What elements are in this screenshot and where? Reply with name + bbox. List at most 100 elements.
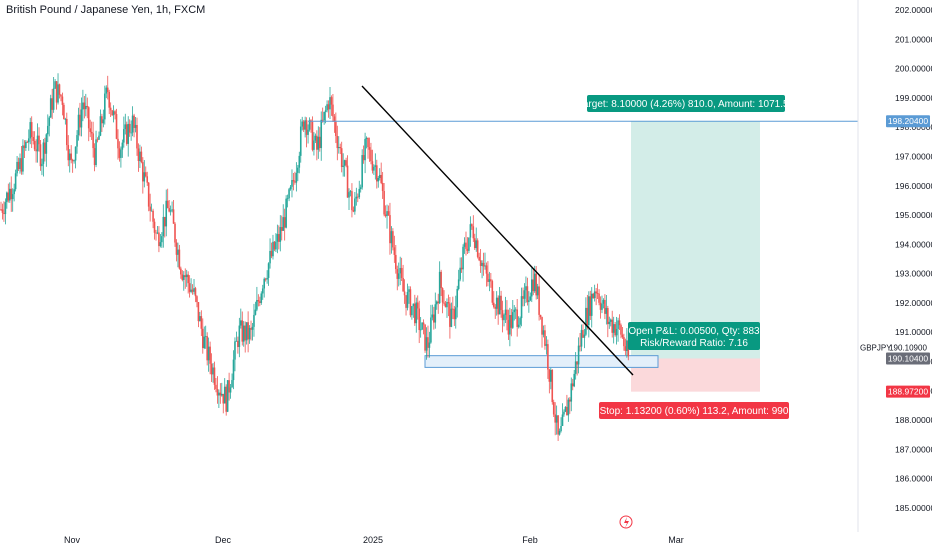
candle-body: [316, 135, 318, 150]
candle-body: [403, 291, 406, 296]
candle-body: [96, 139, 99, 141]
candle-body: [298, 155, 301, 168]
candle-body: [361, 155, 363, 188]
candle-body: [153, 221, 156, 233]
candle-body: [19, 158, 21, 169]
candle-body: [114, 111, 116, 115]
candle-body: [422, 322, 425, 325]
candle-body: [313, 140, 315, 150]
candle-body: [526, 286, 529, 303]
candle-body: [573, 373, 575, 387]
candle-body: [45, 134, 48, 154]
candle-body: [601, 303, 603, 310]
candle-body: [295, 172, 298, 183]
candle-body: [288, 189, 290, 199]
candle-body: [52, 88, 55, 110]
candle-body: [335, 121, 337, 136]
candle-body: [4, 202, 7, 215]
candle-body: [242, 325, 245, 342]
candle-body: [598, 293, 600, 303]
support-zone[interactable]: [424, 355, 659, 368]
candle-body: [482, 262, 485, 267]
candle-body: [440, 271, 442, 289]
candle-body: [142, 162, 144, 182]
candle-body: [22, 145, 24, 172]
candle-body: [136, 124, 138, 149]
candle-body: [583, 334, 586, 338]
candle-body: [402, 277, 404, 292]
candle-body: [25, 141, 27, 149]
candle-body: [112, 111, 115, 116]
candle-body: [513, 309, 516, 313]
candle-body: [539, 314, 542, 318]
candle-body: [561, 414, 564, 427]
candle-body: [481, 262, 483, 266]
candle-body: [377, 178, 380, 182]
symbol-label: GBPJPY: [860, 343, 892, 352]
candle-body: [86, 105, 89, 108]
trendline[interactable]: [361, 85, 634, 376]
candle-body: [530, 279, 533, 297]
candle-body: [621, 334, 624, 338]
candle-body: [424, 324, 426, 351]
candle-body: [381, 182, 384, 192]
candle-body: [624, 346, 627, 351]
candle-body: [250, 327, 252, 330]
candle-body: [259, 301, 261, 303]
candle-body: [383, 191, 385, 215]
x-tick-label: Dec: [215, 535, 232, 545]
candle-body: [292, 180, 295, 182]
candle-body: [71, 159, 74, 162]
candle-body: [563, 411, 565, 415]
candle-body: [175, 242, 178, 255]
candle-body: [283, 217, 286, 228]
candle-body: [121, 142, 124, 150]
candle-body: [411, 306, 413, 316]
candle-body: [165, 200, 168, 227]
candle-body: [276, 234, 279, 242]
candle-body: [178, 249, 181, 269]
candle-body: [497, 297, 499, 315]
candle-body: [582, 330, 584, 338]
candle-body: [95, 139, 97, 166]
candle-body: [270, 250, 273, 257]
stop-label-bg: [599, 402, 789, 419]
candle-body: [623, 337, 625, 347]
candle-body: [79, 114, 81, 128]
candle-body: [149, 206, 151, 211]
candle-body: [479, 260, 482, 266]
candle-body: [431, 314, 434, 318]
candle-body: [430, 317, 432, 343]
y-tick-label: 187.00000: [895, 444, 932, 454]
candle-body: [498, 295, 501, 315]
candle-body: [320, 119, 323, 149]
candle-body: [359, 187, 362, 189]
candle-body: [76, 135, 78, 147]
candle-body: [520, 296, 523, 319]
candle-body: [254, 309, 257, 315]
candle-body: [235, 340, 238, 342]
candle-body: [70, 153, 72, 160]
candle-body: [241, 320, 244, 342]
candle-body: [487, 273, 489, 282]
candle-body: [607, 308, 609, 325]
candle-body: [336, 135, 339, 149]
candle-body: [36, 135, 39, 152]
candle-body: [188, 283, 191, 292]
candle-body: [200, 316, 203, 329]
candle-body: [571, 383, 574, 387]
candle-body: [443, 302, 445, 304]
candle-body: [90, 131, 93, 134]
candle-body: [134, 124, 137, 128]
candle-body: [17, 161, 20, 169]
candle-body: [438, 271, 441, 304]
candle-body: [522, 296, 524, 299]
candle-body: [421, 322, 423, 330]
candle-body: [435, 301, 438, 305]
candle-body: [291, 180, 293, 187]
candle-body: [516, 309, 518, 327]
candle-body: [605, 308, 608, 314]
candle-body: [172, 209, 175, 224]
candle-body: [419, 329, 422, 331]
